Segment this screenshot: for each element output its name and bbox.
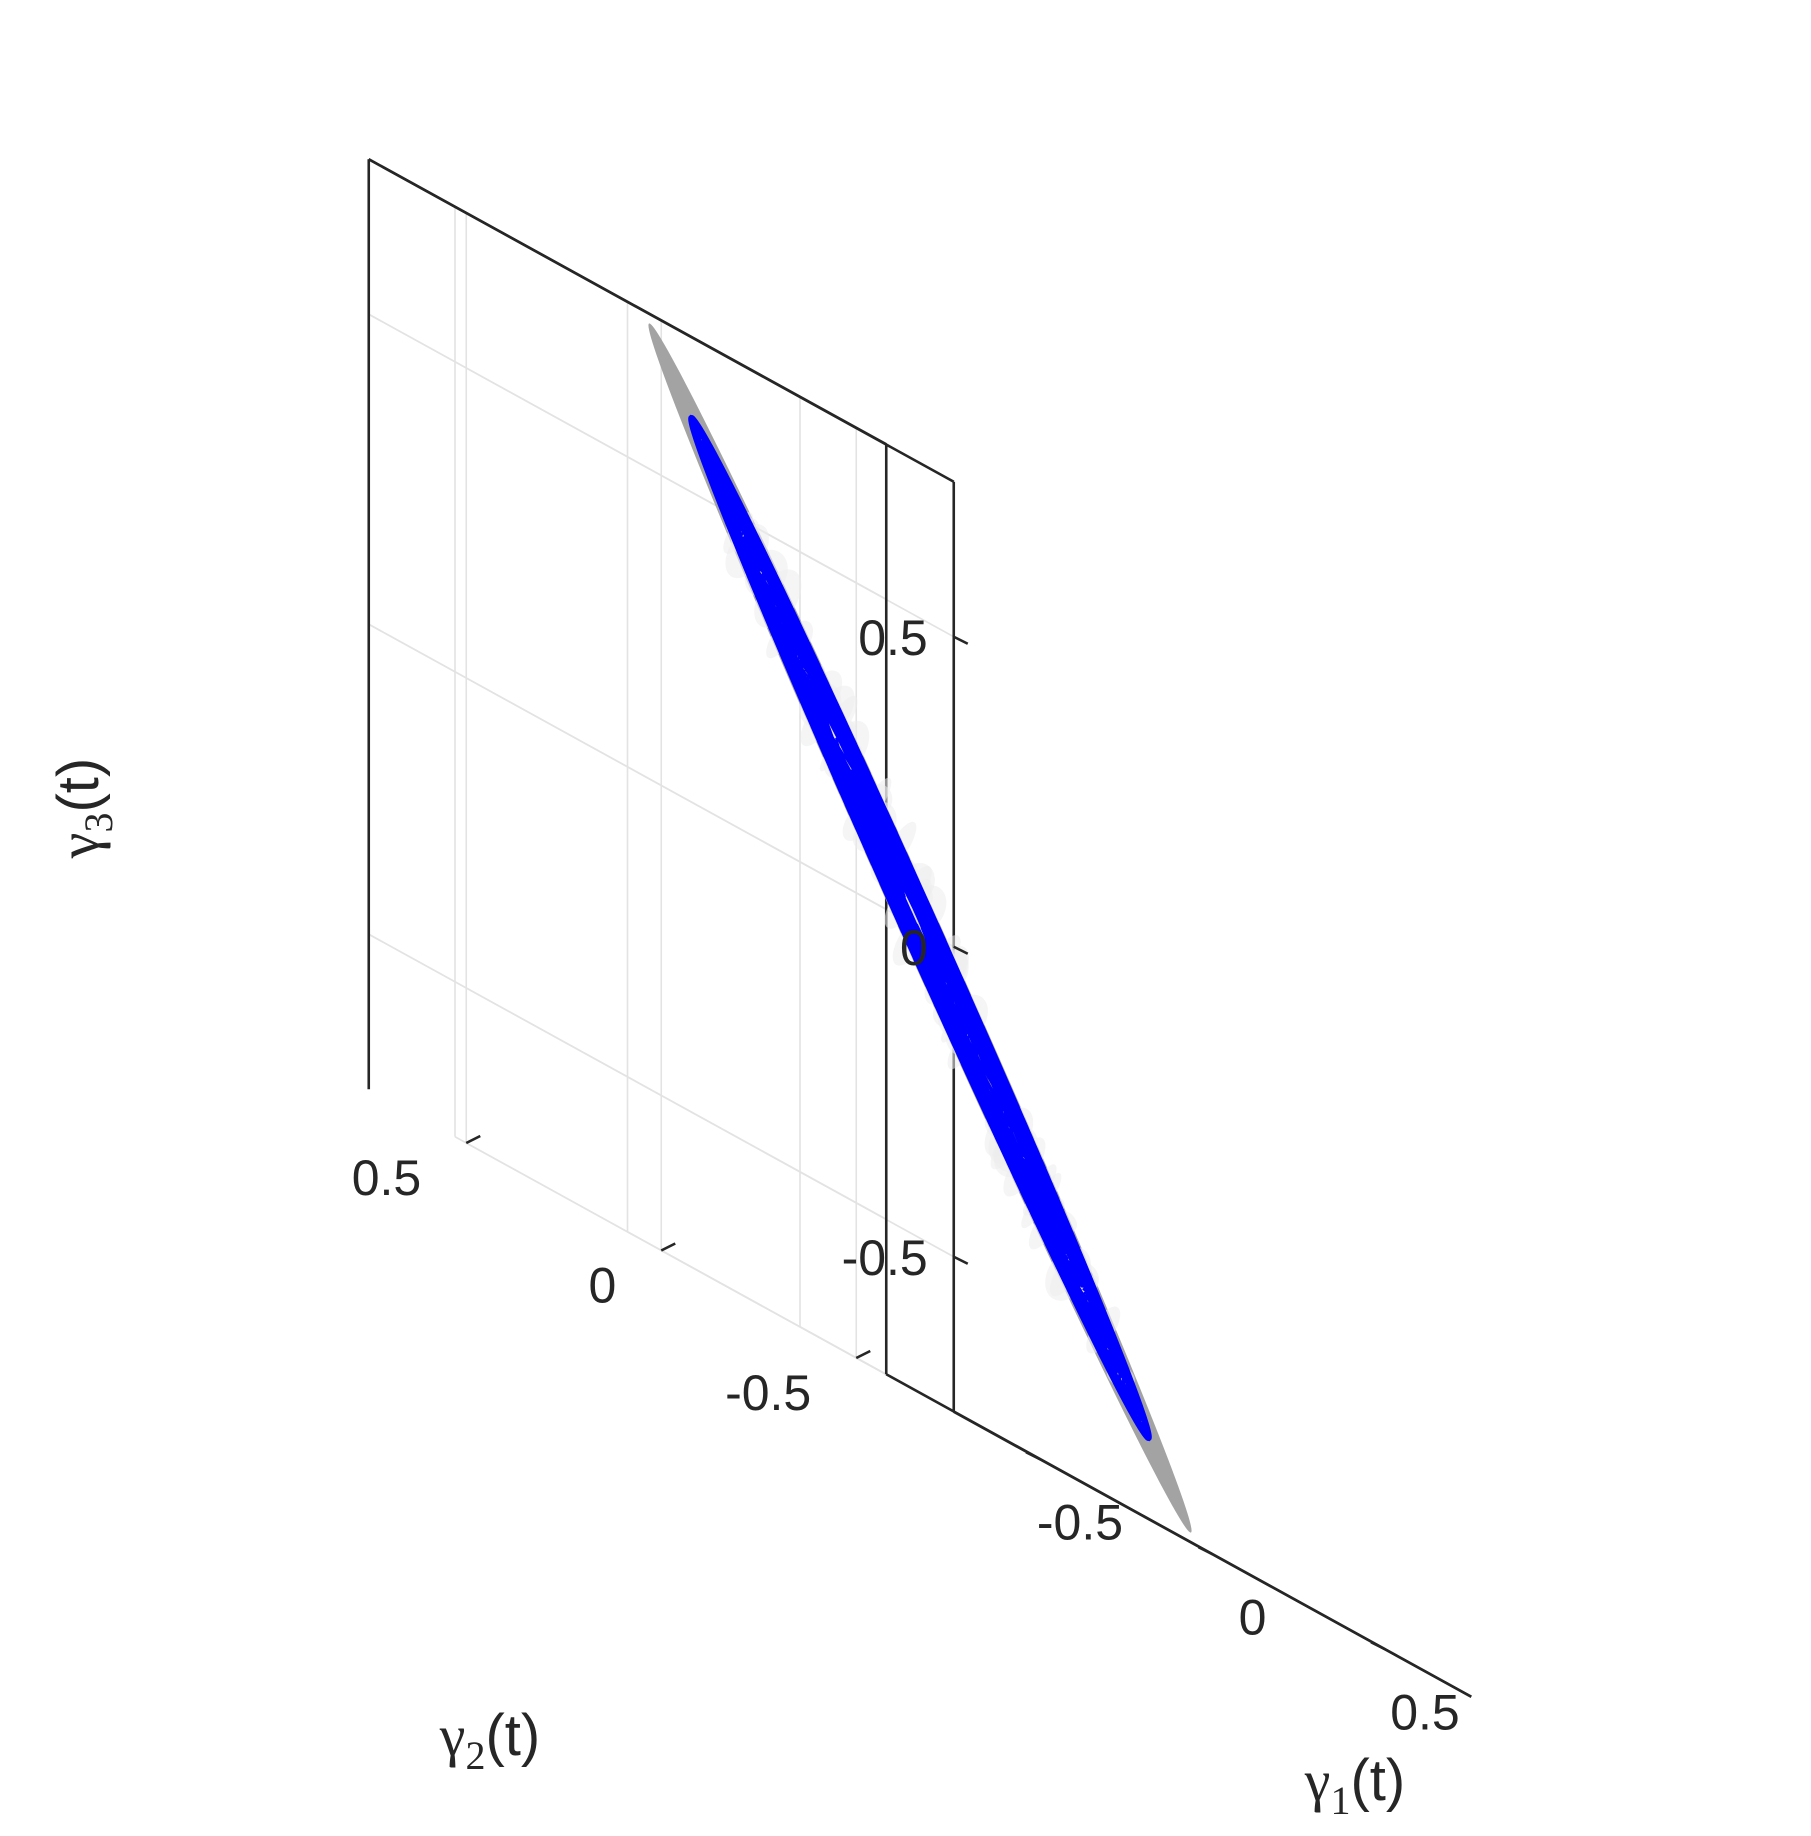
y-tick-label: -0.5 xyxy=(725,1365,811,1421)
axis-ticks xyxy=(465,635,1386,1651)
grid-line-z-back xyxy=(368,933,887,1220)
tick-labels: -0.5 0 0.5 -0.5 0 0.5 -0.5 0 0.5 xyxy=(352,610,1460,1741)
grid-lines xyxy=(368,206,1386,1650)
trajectory-series xyxy=(688,414,1152,1442)
x-axis-label: γ1(t) xyxy=(1304,1748,1405,1823)
z-tick-label: -0.5 xyxy=(842,1230,928,1286)
grid-line-z-back xyxy=(368,623,887,910)
y-tick-label: 0.5 xyxy=(352,1150,422,1206)
y-tick xyxy=(465,1134,481,1145)
z-tick xyxy=(953,635,969,645)
z-tick xyxy=(953,1255,969,1265)
box-edge xyxy=(368,158,887,446)
z-tick-label: 0 xyxy=(900,920,928,976)
x-tick xyxy=(1370,1641,1386,1651)
y-tick xyxy=(855,1349,871,1360)
trajectory-segments xyxy=(689,417,1151,1438)
x-tick xyxy=(1025,1451,1041,1461)
z-tick-label: 0.5 xyxy=(858,610,928,666)
z-tick xyxy=(953,945,969,955)
y-axis-label: γ2(t) xyxy=(439,1703,540,1778)
y-tick xyxy=(660,1242,676,1252)
x-tick-label: 0 xyxy=(1239,1589,1267,1645)
y-tick-label: 0 xyxy=(588,1258,616,1314)
grid-line-z-back xyxy=(368,313,887,600)
x-tick xyxy=(1197,1546,1214,1556)
x-tick-label: 0.5 xyxy=(1390,1684,1460,1740)
x-tick-label: -0.5 xyxy=(1037,1494,1123,1550)
z-axis-label: γ3(t) xyxy=(46,758,121,859)
